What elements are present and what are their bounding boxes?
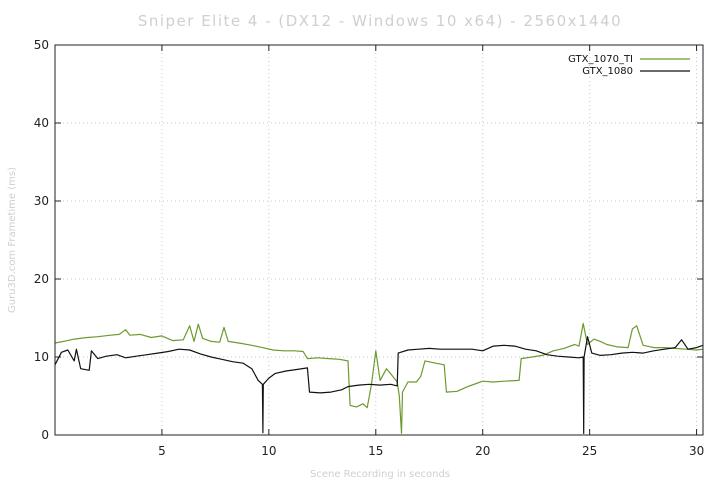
y-tick-label: 50 <box>34 38 49 52</box>
legend-label: GTX_1070_TI <box>568 54 633 65</box>
plot-frame <box>54 44 704 436</box>
series-lines <box>54 322 704 434</box>
x-tick-label: 5 <box>158 444 166 458</box>
x-tick-label: 20 <box>475 444 490 458</box>
series-line-gtx-1080 <box>54 336 704 434</box>
y-tick-label: 10 <box>34 350 49 364</box>
y-tick-label: 30 <box>34 194 49 208</box>
axis-ticks: 0 10 20 30 40 50 5 10 15 20 25 30 <box>34 38 705 458</box>
x-tick-label: 10 <box>261 444 276 458</box>
y-tick-label: 20 <box>34 272 49 286</box>
y-tick-label: 40 <box>34 116 49 130</box>
x-tick-label: 30 <box>689 444 704 458</box>
legend-label: GTX_1080 <box>582 66 633 77</box>
x-tick-label: 15 <box>368 444 383 458</box>
grid-lines <box>55 45 703 435</box>
series-line-gtx-1070-ti <box>54 322 704 434</box>
chart-title: Sniper Elite 4 - (DX12 - Windows 10 x64)… <box>138 12 622 30</box>
y-tick-label: 0 <box>41 428 49 442</box>
y-axis-label: Guru3D.com Frametime (ms) <box>7 167 18 313</box>
x-tick-label: 25 <box>582 444 597 458</box>
x-axis-label: Scene Recording in seconds <box>310 469 450 480</box>
